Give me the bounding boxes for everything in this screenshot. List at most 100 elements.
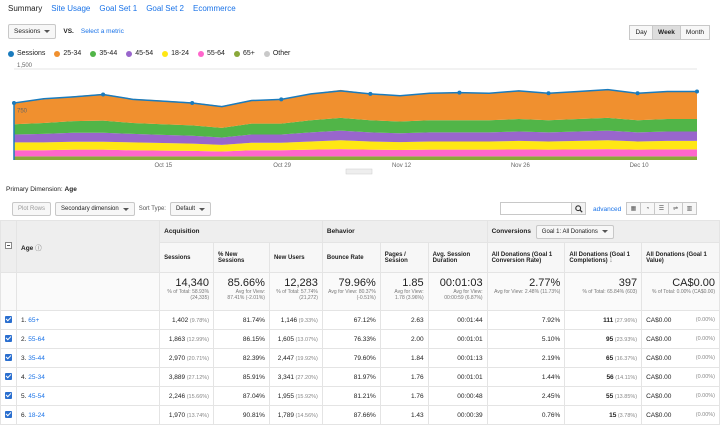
table-search-input[interactable] (500, 202, 572, 215)
period-week-button[interactable]: Week (652, 25, 681, 40)
totals-cell: 2.77% Avg for View: 2.48% (11.73%) (486, 272, 566, 311)
col-completions[interactable]: All Donations (Goal 1 Completions) ↓ (564, 242, 643, 273)
plot-rows-button[interactable]: Plot Rows (12, 202, 52, 216)
col-age[interactable]: Age ⓘ (15, 220, 161, 273)
data-view-icon[interactable]: ▦ (626, 202, 641, 215)
new-users-cell-value: 1,789 (277, 411, 295, 419)
performance-view-icon[interactable]: ☰ (654, 202, 669, 215)
goal-value-cell: CA$0.00 (0.00%) (641, 405, 720, 425)
goal-value-cell-pct: (0.00%) (695, 354, 715, 361)
tab-summary[interactable]: Summary (8, 4, 43, 13)
legend-item[interactable]: 65+ (233, 50, 255, 57)
col-bounce-rate[interactable]: Bounce Rate (321, 242, 381, 273)
new-users-cell-pct: (15.92%) (294, 393, 318, 400)
col-avg-duration[interactable]: Avg. Session Duration (427, 242, 488, 273)
secondary-dimension-dropdown[interactable]: Secondary dimension (55, 202, 135, 216)
totals-value: 12,283 (284, 277, 318, 289)
conversion-rate-cell-value: 0.76% (541, 411, 561, 419)
age-link[interactable]: 45-54 (28, 392, 45, 400)
new-sessions-cell-value: 85.91% (242, 373, 265, 381)
age-link[interactable]: 25-34 (28, 373, 45, 381)
table-row: 4. 25-34 3,889 (27.12%) 85.91% 3,341 (27.20… (0, 367, 720, 387)
col-pages-session[interactable]: Pages / Session (379, 242, 429, 273)
legend-dot (198, 50, 205, 57)
new-sessions-cell-value: 81.74% (242, 316, 265, 324)
sessions-cell-pct: (13.74%) (185, 412, 210, 419)
new-sessions-cell-value: 87.04% (242, 392, 265, 400)
metric-dropdown[interactable]: Sessions (8, 24, 57, 39)
table-row: 6. 18-24 1,970 (13.74%) 90.81% 1,789 (14.56… (0, 405, 720, 425)
bounce-rate-cell-value: 87.66% (353, 411, 376, 419)
primary-dimension-value: Age (64, 186, 77, 193)
age-link[interactable]: 18-24 (28, 411, 45, 419)
conversion-rate-cell-value: 5.10% (541, 335, 561, 343)
legend-dot (233, 50, 240, 57)
period-day-button[interactable]: Day (629, 25, 654, 40)
legend-dot (126, 50, 133, 57)
col-sessions[interactable]: Sessions (159, 242, 215, 273)
new-sessions-cell: 86.15% (213, 329, 270, 349)
row-checkbox[interactable] (5, 315, 12, 323)
select-all-cell[interactable] (0, 220, 17, 273)
sessions-cell-value: 1,863 (168, 335, 186, 343)
legend-dot (263, 50, 270, 57)
legend-item[interactable]: 45-54 (126, 50, 153, 57)
period-month-button[interactable]: Month (679, 25, 710, 40)
goal-value-cell-value: CA$0.00 (646, 411, 672, 419)
advanced-link[interactable]: advanced (593, 206, 622, 213)
sort-type-dropdown[interactable]: Default (169, 202, 211, 216)
legend-item[interactable]: Sessions (8, 50, 45, 57)
tab-goal-set-2[interactable]: Goal Set 2 (146, 4, 184, 13)
help-icon: ⓘ (35, 244, 42, 252)
goal-value-cell-value: CA$0.00 (646, 373, 672, 381)
tab-site-usage[interactable]: Site Usage (51, 4, 91, 13)
conversion-rate-cell: 2.19% (486, 348, 566, 368)
col-new-sessions[interactable]: % New Sessions (213, 242, 270, 273)
sessions-point (368, 91, 373, 96)
pie-view-icon[interactable]: ◔ (640, 202, 655, 215)
new-users-cell: 1,955 (15.92%) (268, 386, 323, 406)
row-checkbox[interactable] (5, 353, 12, 361)
row-checkbox[interactable] (5, 391, 12, 399)
col-goal-value[interactable]: All Donations (Goal 1 Value) (641, 242, 720, 273)
duration-cell: 00:01:01 (427, 329, 488, 349)
age-link[interactable]: 55-64 (28, 335, 45, 343)
pivot-view-icon[interactable]: ▥ (682, 202, 697, 215)
tab-goal-set-1[interactable]: Goal Set 1 (99, 4, 138, 13)
tab-ecommerce[interactable]: Ecommerce (193, 4, 236, 13)
col-conversion-rate[interactable]: All Donations (Goal 1 Conversion Rate) (486, 242, 566, 273)
x-tick-label: Dec 10 (630, 163, 650, 169)
row-checkbox[interactable] (5, 410, 12, 418)
new-sessions-cell-value: 86.15% (242, 335, 265, 343)
select-metric-link[interactable]: Select a metric (80, 28, 124, 35)
row-checkbox[interactable] (5, 372, 12, 380)
legend-item[interactable]: Other (263, 50, 290, 57)
age-link[interactable]: 65+ (28, 316, 40, 324)
legend-item[interactable]: 25-34 (54, 50, 81, 57)
select-all-checkbox[interactable] (5, 242, 12, 249)
sort-type-value: Default (175, 206, 195, 212)
age-link[interactable]: 35-44 (28, 354, 45, 362)
row-select-cell[interactable] (0, 329, 17, 349)
pages-cell-value: 2.63 (411, 316, 424, 324)
row-checkbox[interactable] (5, 334, 12, 342)
row-select-cell[interactable] (0, 386, 17, 406)
legend-item[interactable]: 35-44 (90, 50, 117, 57)
new-sessions-cell-value: 90.81% (242, 411, 265, 419)
goal-dropdown[interactable]: Goal 1: All Donations (535, 224, 614, 239)
legend-item[interactable]: 18-24 (162, 50, 189, 57)
search-button[interactable] (572, 202, 586, 215)
legend-item[interactable]: 55-64 (198, 50, 225, 57)
age-report-table: Age ⓘ Acquisition Behavior Conversions G… (0, 220, 720, 425)
bounce-rate-cell-value: 67.12% (353, 316, 376, 324)
goal-value-cell-pct: (0.00%) (695, 335, 715, 342)
row-select-cell[interactable] (0, 348, 17, 368)
row-select-cell[interactable] (0, 405, 17, 425)
completions-cell-value: 95 (606, 335, 614, 343)
group-conversions: Conversions Goal 1: All Donations (486, 220, 720, 243)
col-new-users[interactable]: New Users (268, 242, 323, 273)
duration-cell-value: 00:01:01 (457, 373, 483, 381)
row-select-cell[interactable] (0, 367, 17, 387)
row-select-cell[interactable] (0, 310, 17, 330)
comparison-view-icon[interactable]: ⇌ (668, 202, 683, 215)
